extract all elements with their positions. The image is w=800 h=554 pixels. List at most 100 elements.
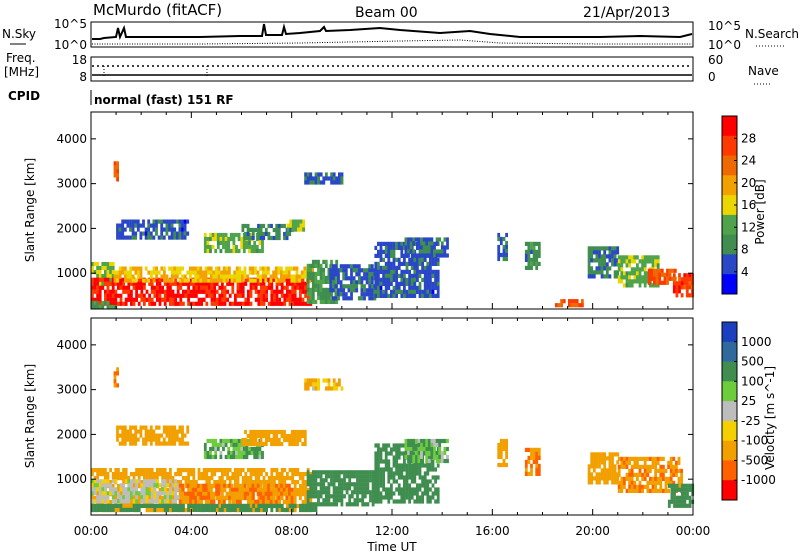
range-gate-cell bbox=[238, 499, 242, 504]
range-gate-cell bbox=[309, 271, 313, 276]
range-gate-cell bbox=[173, 429, 177, 434]
range-gate-cell bbox=[130, 293, 133, 298]
range-gate-cell bbox=[262, 491, 265, 496]
range-gate-cell bbox=[403, 479, 406, 484]
range-gate-cell bbox=[225, 270, 229, 275]
range-gate-cell bbox=[101, 483, 105, 488]
range-gate-cell bbox=[278, 500, 281, 505]
range-gate-cell bbox=[93, 262, 97, 267]
range-gate-cell bbox=[139, 235, 143, 240]
range-gate-cell bbox=[93, 285, 97, 290]
range-gate-cell bbox=[160, 231, 164, 236]
range-gate-cell bbox=[291, 285, 294, 290]
range-gate-cell bbox=[162, 437, 166, 442]
range-gate-cell bbox=[379, 289, 383, 294]
range-gate-cell bbox=[630, 271, 634, 276]
range-gate-cell bbox=[149, 437, 153, 442]
range-gate-cell bbox=[680, 468, 683, 473]
range-gate-cell bbox=[101, 285, 105, 290]
data-region bbox=[178, 483, 294, 504]
range-gate-cell bbox=[260, 285, 263, 290]
range-gate-cell bbox=[327, 474, 331, 479]
range-gate-cell bbox=[176, 270, 179, 275]
range-gate-cell bbox=[158, 508, 162, 513]
range-gate-cell bbox=[214, 450, 218, 456]
range-gate-cell bbox=[598, 258, 601, 263]
range-gate-cell bbox=[267, 277, 271, 282]
range-gate-cell bbox=[241, 301, 245, 306]
range-gate-cell bbox=[649, 259, 652, 264]
range-gate-cell bbox=[101, 262, 105, 267]
range-gate-cell bbox=[537, 467, 541, 472]
range-gate-cell bbox=[404, 442, 408, 448]
range-gate-cell bbox=[171, 488, 175, 493]
range-gate-cell bbox=[291, 472, 294, 477]
range-gate-cell bbox=[435, 450, 439, 456]
range-gate-cell bbox=[581, 299, 584, 304]
range-gate-cell bbox=[104, 270, 107, 275]
range-gate-cell bbox=[251, 433, 255, 439]
range-gate-cell bbox=[254, 297, 258, 302]
range-gate-cell bbox=[283, 231, 286, 237]
range-gate-cell bbox=[430, 454, 434, 460]
range-gate-cell bbox=[184, 480, 188, 485]
range-gate-cell bbox=[122, 504, 125, 509]
range-gate-cell bbox=[123, 433, 127, 438]
range-gate-cell bbox=[143, 293, 146, 298]
range-gate-cell bbox=[206, 240, 210, 246]
range-gate-cell bbox=[314, 180, 318, 185]
range-gate-cell bbox=[324, 498, 328, 503]
range-gate-cell bbox=[311, 295, 315, 300]
range-gate-cell bbox=[603, 472, 607, 477]
range-gate-cell bbox=[152, 235, 156, 240]
range-gate-cell bbox=[416, 257, 419, 262]
range-gate-cell bbox=[587, 472, 591, 477]
range-gate-cell bbox=[182, 289, 185, 294]
range-gate-cell bbox=[301, 472, 305, 477]
range-gate-cell bbox=[350, 296, 353, 301]
range-gate-cell bbox=[426, 285, 430, 290]
range-gate-cell bbox=[353, 486, 357, 491]
range-gate-cell bbox=[623, 283, 626, 288]
range-gate-cell bbox=[229, 450, 233, 456]
range-gate-cell bbox=[636, 263, 639, 268]
range-gate-cell bbox=[636, 484, 639, 489]
range-gate-cell bbox=[352, 268, 356, 273]
range-gate-cell bbox=[319, 180, 323, 185]
range-gate-cell bbox=[390, 487, 393, 492]
range-gate-cell bbox=[299, 488, 302, 493]
range-gate-cell bbox=[605, 472, 609, 477]
power-heatmap bbox=[91, 161, 694, 310]
range-gate-cell bbox=[176, 285, 180, 290]
range-gate-cell bbox=[400, 475, 404, 480]
noise-left-label: N.Sky bbox=[2, 27, 36, 41]
range-gate-cell bbox=[267, 301, 271, 306]
range-gate-cell bbox=[392, 491, 396, 496]
range-gate-cell bbox=[150, 479, 154, 484]
range-gate-cell bbox=[301, 429, 305, 435]
range-gate-cell bbox=[392, 447, 396, 452]
range-gate-cell bbox=[438, 249, 442, 254]
range-gate-cell bbox=[379, 293, 383, 298]
range-gate-cell bbox=[200, 503, 203, 508]
range-gate-cell bbox=[530, 463, 533, 468]
power-colorbar-label: Power [dB] bbox=[753, 179, 767, 244]
range-gate-cell bbox=[244, 429, 247, 435]
range-gate-cell bbox=[653, 280, 656, 285]
cpid-label: CPID bbox=[8, 89, 40, 103]
range-gate-cell bbox=[387, 451, 391, 456]
range-gate-cell bbox=[638, 468, 642, 473]
range-gate-cell bbox=[147, 223, 151, 228]
range-gate-cell bbox=[259, 433, 263, 439]
range-gate-cell bbox=[613, 254, 617, 259]
range-gate-cell bbox=[605, 274, 609, 279]
range-gate-cell bbox=[192, 301, 196, 306]
range-gate-cell bbox=[98, 274, 102, 279]
range-gate-cell bbox=[678, 495, 682, 500]
range-gate-cell bbox=[417, 253, 421, 258]
range-gate-cell bbox=[330, 502, 333, 507]
range-gate-cell bbox=[363, 502, 367, 507]
range-gate-cell bbox=[382, 269, 385, 274]
range-gate-cell bbox=[643, 259, 647, 264]
range-gate-cell bbox=[251, 231, 255, 237]
